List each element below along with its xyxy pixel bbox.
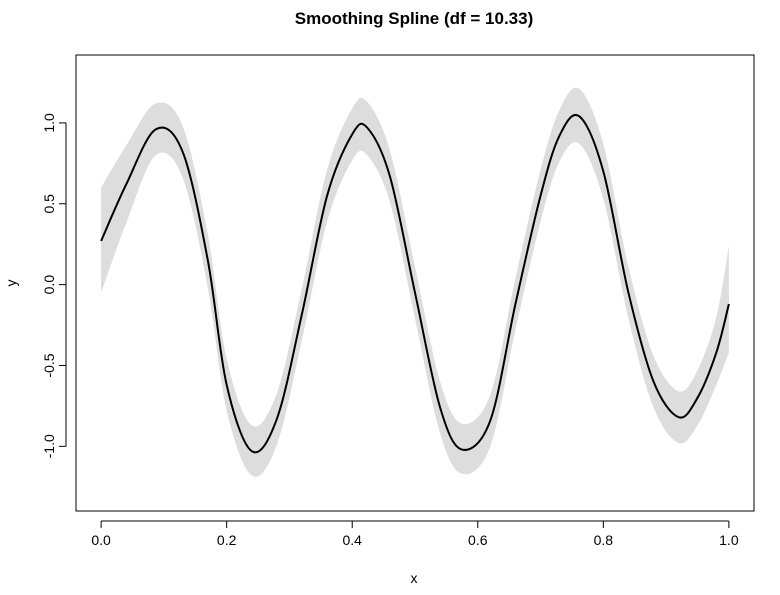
chart-title: Smoothing Spline (df = 10.33)	[295, 9, 534, 28]
x-tick-label: 0.6	[468, 532, 488, 548]
x-tick-label: 1.0	[719, 532, 739, 548]
plot-frame	[75, 54, 755, 512]
confidence-band	[101, 87, 729, 477]
y-tick-label: 0.0	[41, 275, 57, 295]
x-tick-label: 0.0	[91, 532, 111, 548]
y-tick-label: 0.5	[41, 194, 57, 214]
y-tick-label: -0.5	[41, 353, 57, 377]
x-tick-label: 0.8	[594, 532, 614, 548]
y-tick-label: -1.0	[41, 434, 57, 458]
confidence-band-layer	[101, 87, 729, 477]
x-axis: 0.0 0.2 0.4 0.6 0.8 1.0	[91, 520, 739, 548]
x-tick-label: 0.2	[217, 532, 237, 548]
y-axis-label: y	[3, 280, 19, 287]
x-axis-label: x	[411, 570, 418, 586]
spline-line-layer	[100, 114, 730, 454]
y-axis: -1.0 -0.5 0.0 0.5 1.0	[41, 113, 67, 458]
x-tick-label: 0.4	[342, 532, 362, 548]
spline-line	[100, 114, 730, 454]
y-tick-label: 1.0	[41, 113, 57, 133]
